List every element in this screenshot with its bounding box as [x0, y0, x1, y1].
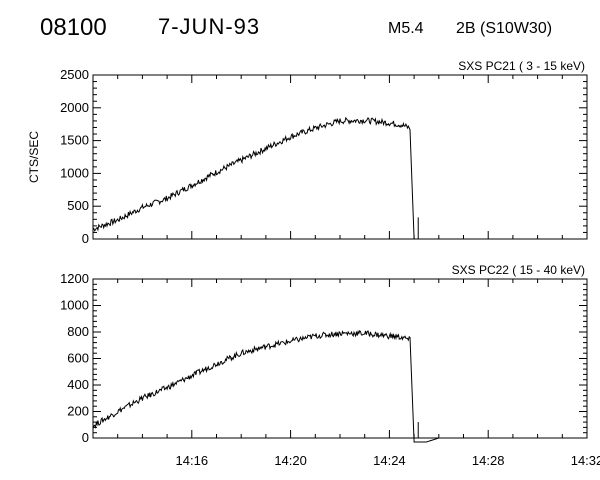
y-tick-label: 1500 — [60, 133, 89, 148]
x-tick-label: 14:24 — [373, 453, 406, 468]
y-tick-label: 500 — [67, 198, 89, 213]
x-tick-label: 14:20 — [274, 453, 307, 468]
flare-class: M5.4 — [388, 20, 424, 37]
panel-title: SXS PC22 ( 15 - 40 keV) — [452, 263, 585, 277]
series-line — [92, 116, 587, 240]
x-tick-label: 14:28 — [472, 453, 505, 468]
panel-pc21: SXS PC21 ( 3 - 15 keV) 0 500 1000 1500 2000 25… — [27, 59, 588, 246]
x-tick-label: 14:32 — [571, 453, 600, 468]
y-axis-label: CTS/SEC — [27, 131, 41, 183]
plot-frame — [92, 74, 588, 240]
y-tick-label: 1000 — [60, 298, 89, 313]
y-tick-label: 0 — [82, 430, 89, 445]
panel-pc22: SXS PC22 ( 15 - 40 keV) 0 200 400 600 800 1000… — [60, 263, 600, 468]
y-tick-label: 400 — [67, 377, 89, 392]
y-tick-label: 2500 — [60, 67, 89, 82]
y-tick-label: 200 — [67, 404, 89, 419]
series-line — [92, 329, 587, 443]
plot-frame — [92, 278, 588, 439]
panel-title: SXS PC21 ( 3 - 15 keV) — [458, 59, 585, 73]
y-tick-label: 1000 — [60, 165, 89, 180]
y-tick-label: 600 — [67, 351, 89, 366]
y-tick-label: 1200 — [60, 271, 89, 286]
y-tick-label: 800 — [67, 324, 89, 339]
y-tick-label: 2000 — [60, 100, 89, 115]
flare-location: 2B (S10W30) — [456, 20, 553, 37]
y-tick-label: 0 — [82, 231, 89, 246]
event-id: 08100 — [40, 14, 107, 41]
observation-date: 7-JUN-93 — [158, 14, 261, 39]
x-tick-label: 14:16 — [176, 453, 209, 468]
